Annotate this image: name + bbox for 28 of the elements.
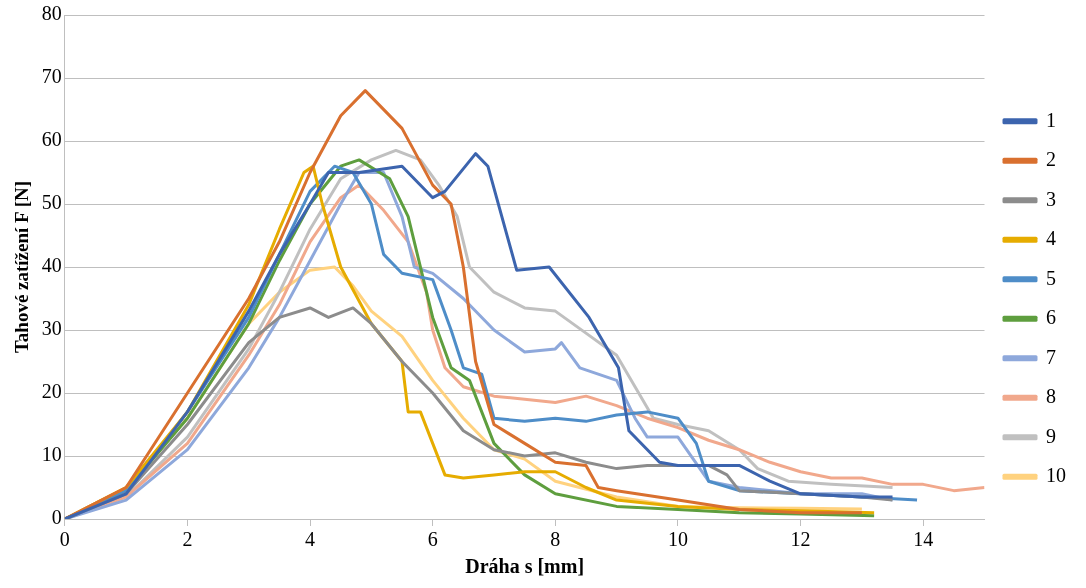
x-tick-label: 6 xyxy=(427,528,438,551)
x-tick-label: 8 xyxy=(550,528,561,551)
y-tick-label: 20 xyxy=(41,380,62,403)
y-tick-label: 0 xyxy=(51,506,62,529)
y-tick-label: 40 xyxy=(41,254,62,277)
legend-label: 3 xyxy=(1046,187,1056,210)
x-tick-label: 10 xyxy=(667,528,688,551)
y-tick-label: 80 xyxy=(41,2,62,25)
legend-label: 1 xyxy=(1046,108,1056,131)
legend-label: 4 xyxy=(1046,227,1056,249)
legend-label: 7 xyxy=(1046,345,1056,368)
y-tick-label: 60 xyxy=(41,128,62,151)
y-tick-label: 70 xyxy=(41,65,62,88)
x-tick-label: 14 xyxy=(913,528,934,551)
x-tick-label: 4 xyxy=(305,528,316,551)
legend-label: 10 xyxy=(1046,464,1066,486)
y-axis-title: Tahové zatížení F [N] xyxy=(11,180,33,354)
legend-label: 5 xyxy=(1046,266,1056,289)
legend-label: 8 xyxy=(1046,385,1056,407)
legend-label: 6 xyxy=(1046,306,1056,328)
x-tick-label: 12 xyxy=(790,528,811,551)
y-tick-label: 50 xyxy=(41,191,62,214)
y-tick-label: 30 xyxy=(41,317,62,340)
legend-label: 9 xyxy=(1046,424,1056,447)
x-axis-title: Dráha s [mm] xyxy=(465,555,585,578)
y-tick-label: 10 xyxy=(41,443,62,466)
x-tick-label: 2 xyxy=(182,528,193,551)
legend-label: 2 xyxy=(1046,148,1056,170)
